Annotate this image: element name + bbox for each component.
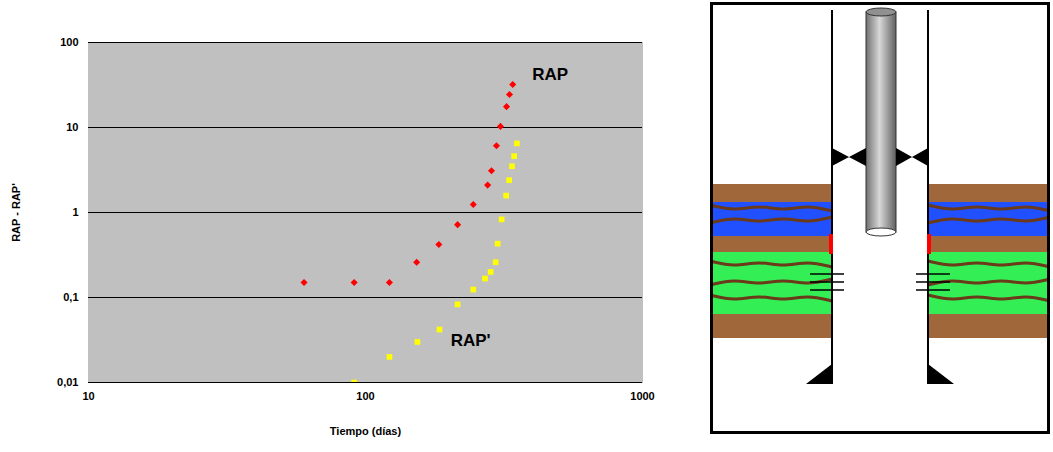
svg-text:10: 10 <box>66 121 78 133</box>
svg-text:10: 10 <box>82 390 94 402</box>
svg-text:RAP - RAP': RAP - RAP' <box>10 183 22 242</box>
svg-text:1: 1 <box>72 206 78 218</box>
svg-text:100: 100 <box>60 36 78 48</box>
svg-text:0,1: 0,1 <box>63 291 78 303</box>
svg-text:0,01: 0,01 <box>57 376 78 388</box>
svg-text:100: 100 <box>356 390 374 402</box>
svg-text:1000: 1000 <box>630 390 654 402</box>
svg-text:Tiempo (días): Tiempo (días) <box>330 425 402 437</box>
svg-text:RAP': RAP' <box>451 331 491 350</box>
svg-text:RAP: RAP <box>532 65 568 84</box>
